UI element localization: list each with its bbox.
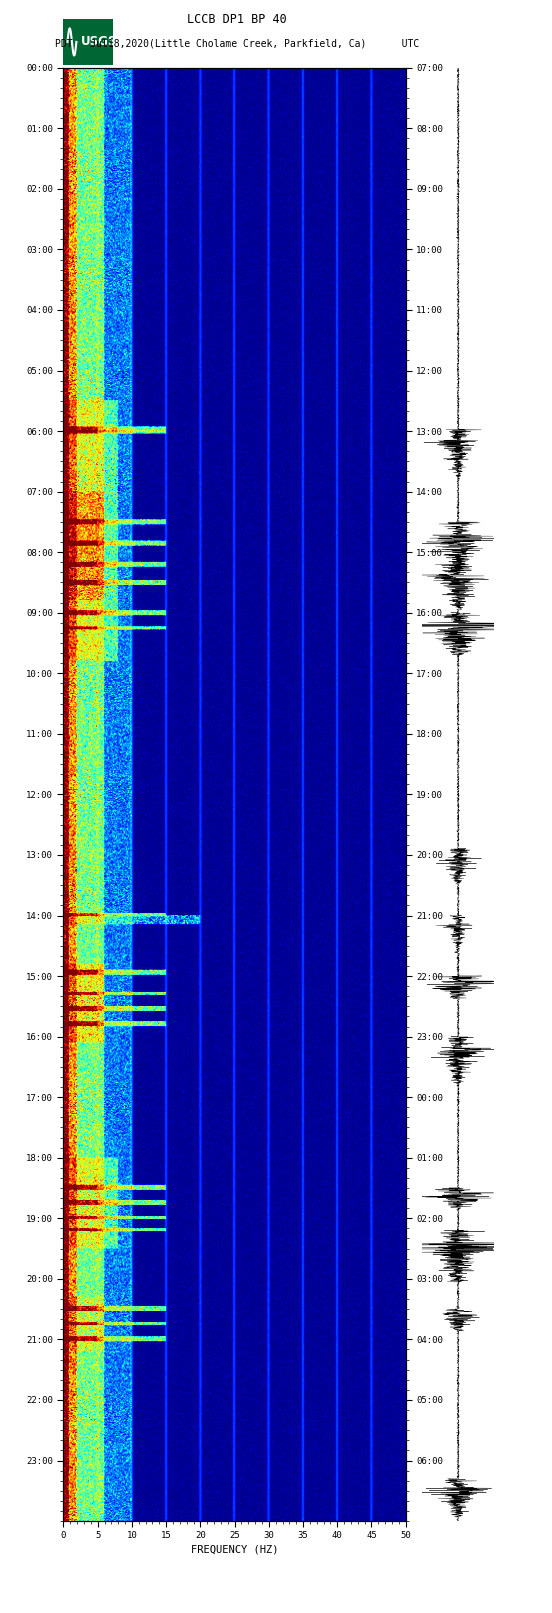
FancyBboxPatch shape (63, 19, 113, 65)
X-axis label: FREQUENCY (HZ): FREQUENCY (HZ) (191, 1545, 278, 1555)
Text: PDT   Jul18,2020(Little Cholame Creek, Parkfield, Ca)      UTC: PDT Jul18,2020(Little Cholame Creek, Par… (55, 39, 420, 48)
Text: LCCB DP1 BP 40: LCCB DP1 BP 40 (188, 13, 287, 26)
Text: USGS: USGS (81, 34, 117, 47)
